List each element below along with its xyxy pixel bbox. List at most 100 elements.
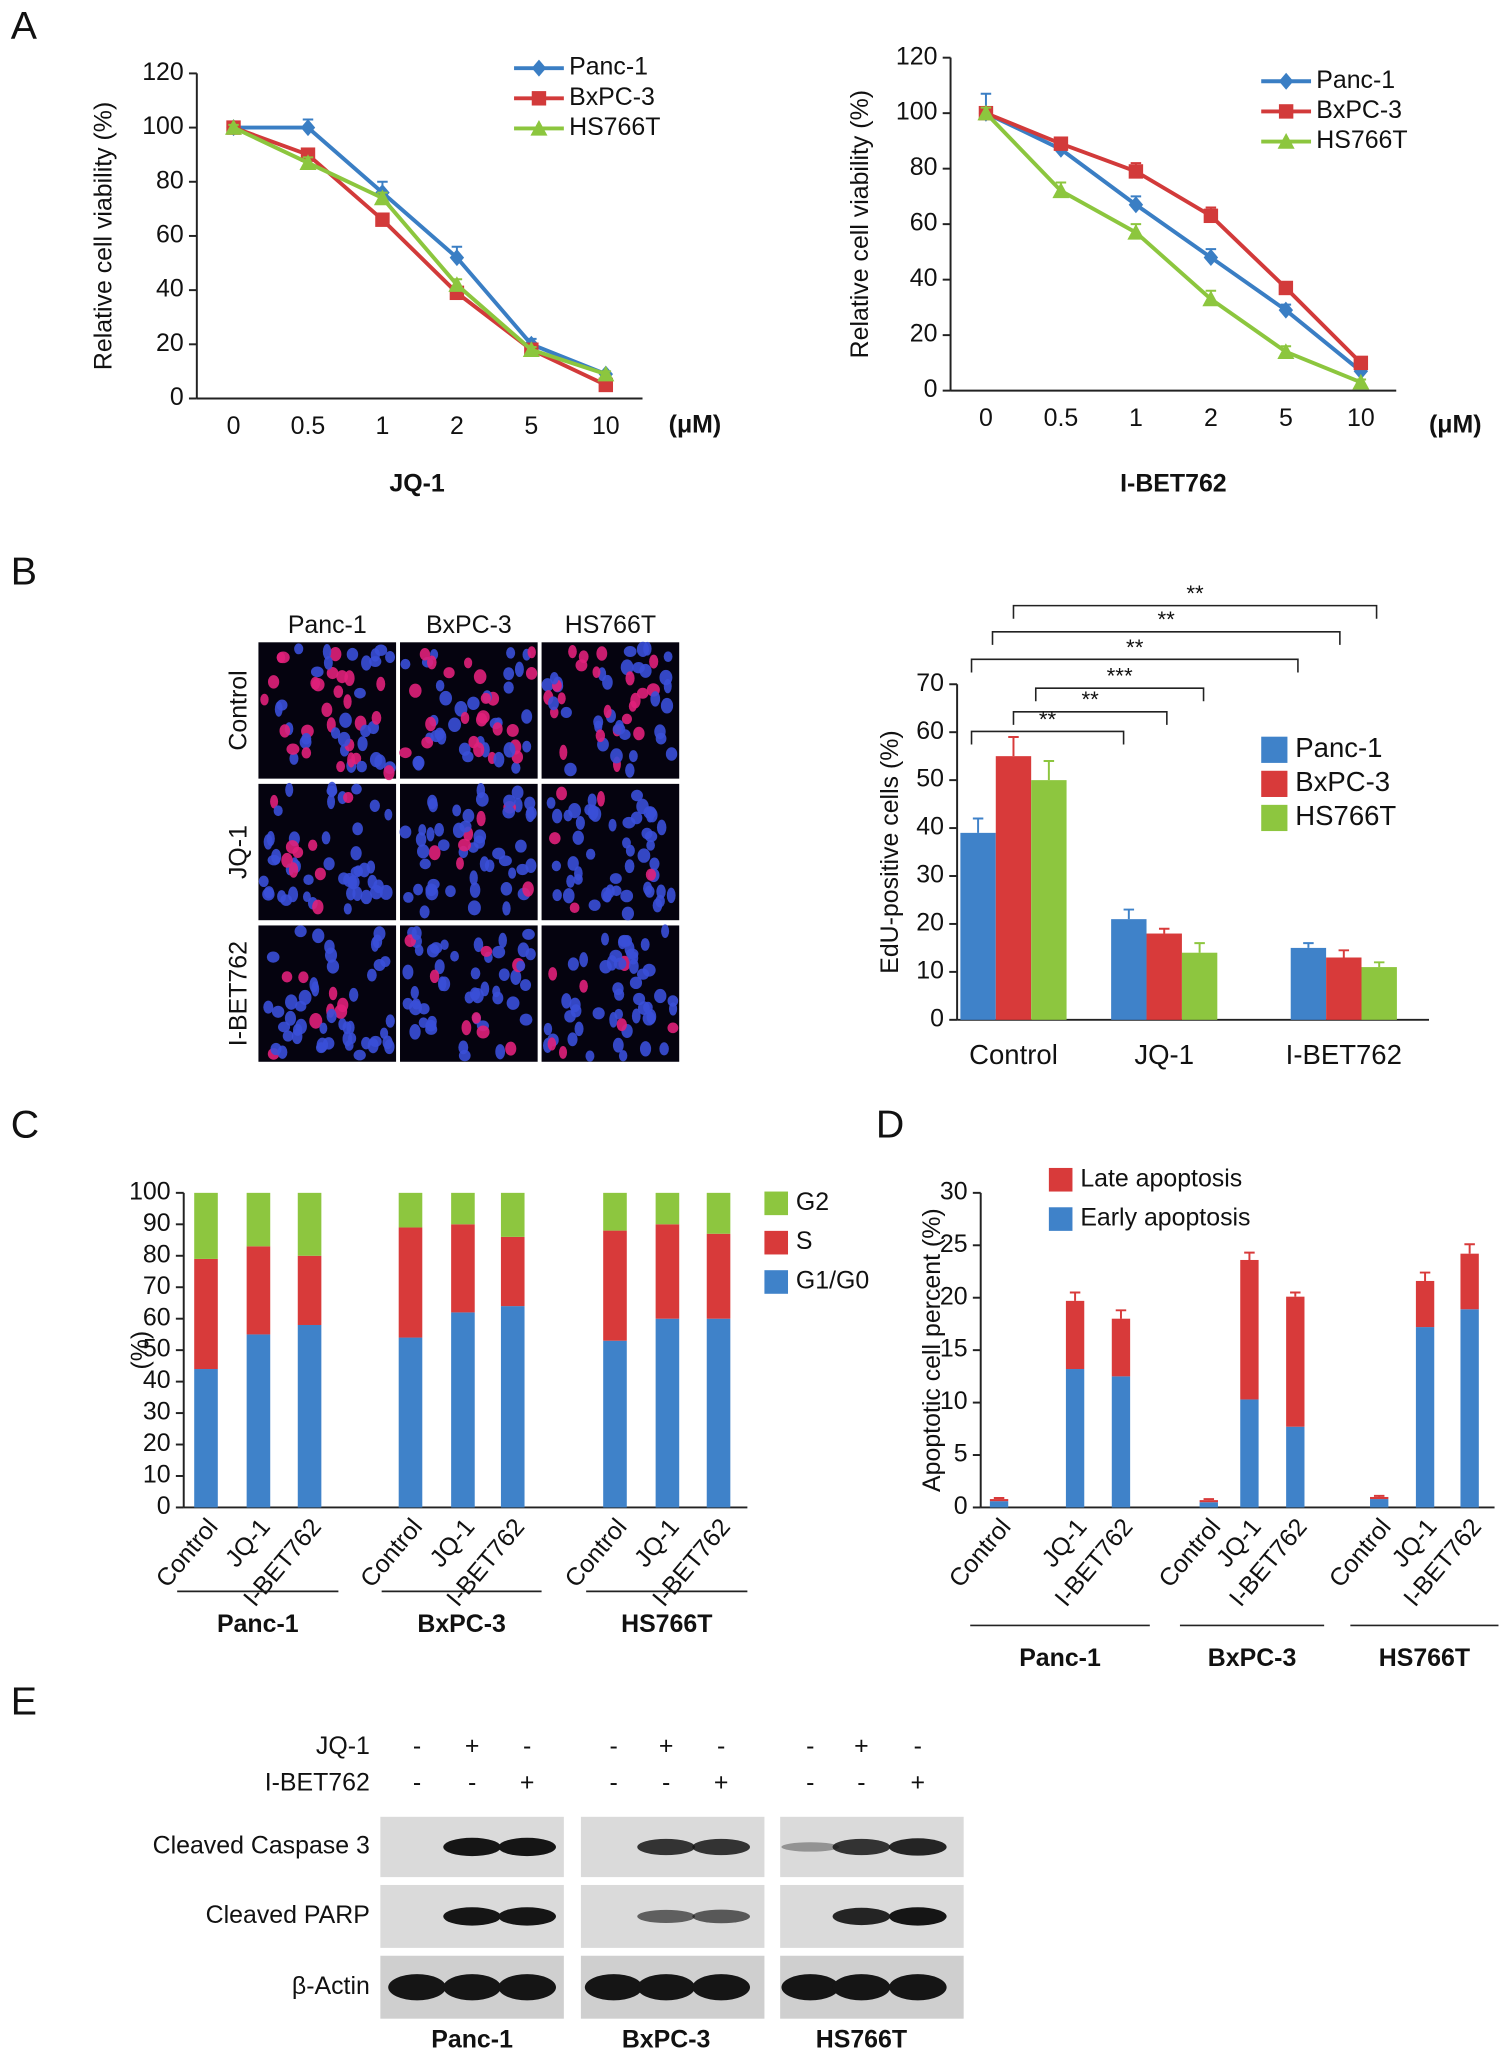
y-tick-label: 70: [916, 669, 944, 697]
nucleus: [413, 883, 423, 896]
nucleus: [343, 903, 352, 915]
nucleus: [411, 998, 421, 1010]
nucleus: [502, 901, 511, 916]
error-bar: [1158, 927, 1170, 934]
nucleus: [276, 652, 286, 664]
nucleus: [437, 839, 450, 852]
nucleus: [469, 882, 481, 898]
nucleus: [421, 736, 434, 749]
nucleus: [356, 760, 367, 773]
significance-label: ***: [1107, 664, 1133, 689]
legend-label: G2: [796, 1188, 829, 1216]
row-label: Control: [225, 670, 253, 750]
bar-segment: [706, 1192, 731, 1234]
blot-band: [832, 1838, 891, 1856]
column-label: BxPC-3: [426, 611, 512, 639]
nucleus: [426, 827, 435, 842]
nucleus: [663, 651, 673, 663]
treatment-sign: -: [610, 1732, 618, 1760]
y-tick-label: 60: [156, 221, 184, 249]
nucleus: [310, 666, 324, 678]
treatment-sign: -: [857, 1769, 865, 1797]
nucleus: [479, 856, 490, 872]
nucleus: [427, 1015, 437, 1028]
x-tick-label: I-BET762: [1286, 1039, 1402, 1070]
significance-label: **: [1186, 581, 1204, 606]
nucleus: [351, 752, 362, 765]
error-bar: [1043, 759, 1055, 781]
blot-band: [781, 1842, 840, 1852]
blot-band: [637, 1838, 695, 1856]
nucleus: [458, 838, 472, 852]
nucleus: [498, 968, 510, 981]
nucleus: [592, 666, 601, 678]
nucleus: [260, 693, 269, 706]
nucleus: [621, 906, 635, 921]
nucleus: [385, 1014, 395, 1028]
nucleus: [575, 815, 585, 830]
row-label: JQ-1: [225, 825, 253, 879]
treatment-sign: -: [413, 1732, 421, 1760]
nucleus: [616, 1018, 627, 1032]
nucleus: [609, 873, 622, 884]
group-label: Panc-1: [217, 1610, 299, 1638]
bar-segment: [194, 1369, 218, 1508]
micrograph: [541, 783, 680, 921]
legend-swatch: [1261, 736, 1288, 763]
nucleus: [505, 1041, 517, 1056]
nucleus: [665, 747, 678, 761]
nucleus: [351, 783, 362, 795]
bar-segment: [603, 1192, 627, 1231]
nucleus: [646, 1009, 657, 1025]
bar-segment: [655, 1192, 680, 1225]
y-tick-label: 0: [157, 1492, 171, 1520]
nucleus: [575, 659, 588, 672]
nucleus: [281, 971, 293, 983]
nucleus: [597, 790, 605, 807]
nucleus: [548, 967, 558, 981]
y-tick-label: 120: [896, 42, 938, 70]
marker: [1353, 355, 1369, 371]
y-tick-label: 100: [142, 112, 184, 140]
treatment-sign: -: [610, 1769, 618, 1797]
nucleus: [498, 855, 512, 867]
legend-label: Panc-1: [1316, 66, 1395, 94]
nucleus: [344, 670, 355, 687]
nucleus: [480, 945, 493, 957]
nucleus: [643, 641, 652, 656]
bar-segment: [246, 1192, 271, 1247]
nucleus: [352, 822, 363, 836]
y-tick-label: 20: [910, 320, 938, 348]
x-tick-label: 2: [1204, 404, 1218, 432]
nucleus: [346, 1020, 355, 1035]
bar-segment: [603, 1230, 627, 1341]
nucleus: [289, 752, 299, 765]
nucleus: [439, 690, 453, 706]
y-tick-label: 20: [916, 909, 944, 937]
error-bar: [1419, 1271, 1431, 1281]
nucleus: [263, 886, 275, 899]
error-bar: [1373, 961, 1385, 968]
nucleus: [628, 958, 639, 974]
nucleus: [659, 1042, 669, 1056]
nucleus: [274, 701, 283, 717]
nucleus: [640, 938, 650, 951]
bar-segment: [1460, 1253, 1479, 1310]
marker: [1277, 343, 1295, 359]
nucleus: [603, 704, 612, 719]
nucleus: [522, 928, 535, 940]
x-tick-label: Control: [559, 1513, 632, 1592]
nucleus: [473, 829, 487, 844]
nucleus: [516, 960, 526, 972]
nucleus: [456, 857, 464, 870]
y-tick-label: 0: [954, 1492, 968, 1520]
nucleus: [419, 648, 431, 661]
nucleus: [314, 867, 326, 881]
y-tick-label: 40: [143, 1366, 171, 1394]
nucleus: [650, 691, 661, 707]
nucleus: [327, 794, 336, 810]
nucleus: [281, 852, 293, 868]
bar-segment: [297, 1255, 322, 1325]
bar-segment: [500, 1236, 525, 1307]
nucleus: [323, 857, 335, 871]
